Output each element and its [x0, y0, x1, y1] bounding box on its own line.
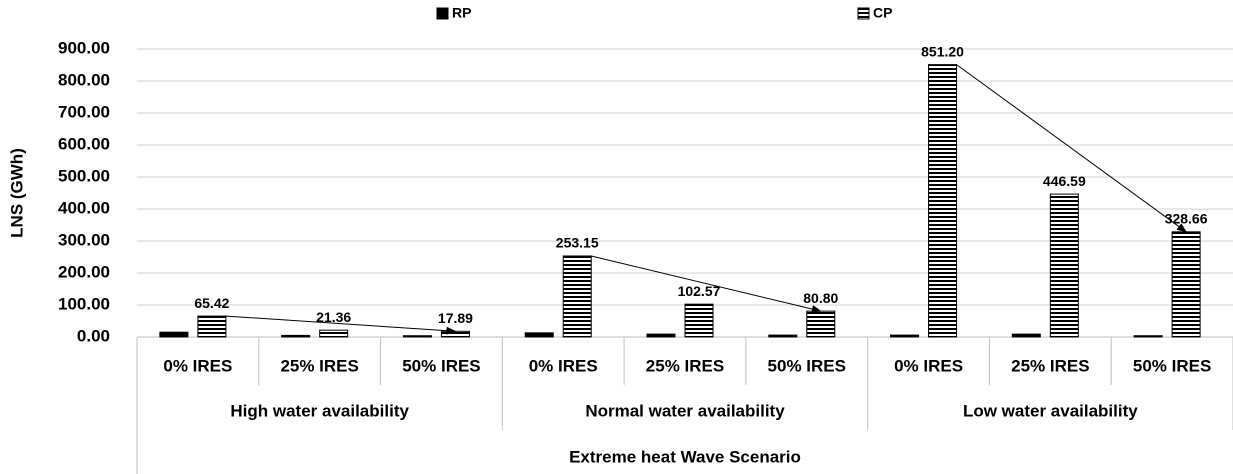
bar: [159, 331, 189, 338]
bar: [1171, 231, 1201, 338]
y-tick-label: 300.00: [58, 230, 110, 249]
y-tick-label: 0.00: [77, 326, 110, 345]
data-label: 21.36: [316, 309, 351, 325]
bar: [1133, 335, 1163, 338]
bar: [440, 330, 470, 338]
x-tick-label: 25% IRES: [646, 356, 724, 375]
x-tick-label: 50% IRES: [1133, 356, 1211, 375]
y-tick-label: 400.00: [58, 198, 110, 217]
x-axis-label: Extreme heat Wave Scenario: [569, 447, 801, 466]
bar: [646, 333, 676, 338]
bar: [890, 334, 920, 338]
bar: [319, 329, 349, 338]
y-tick-label: 700.00: [58, 102, 110, 121]
bar: [281, 334, 311, 338]
y-axis-label: LNS (GWh): [7, 148, 26, 238]
group-label: High water availability: [230, 401, 409, 420]
y-tick-label: 200.00: [58, 262, 110, 281]
trend-arrow: [956, 64, 1187, 233]
data-label: 253.15: [556, 235, 599, 251]
trend-arrow: [591, 255, 822, 313]
data-label: 17.89: [438, 310, 473, 326]
y-tick-label: 500.00: [58, 166, 110, 185]
trend-arrow: [225, 315, 457, 335]
bar: [402, 335, 432, 338]
bar: [562, 255, 592, 338]
y-tick-label: 800.00: [58, 70, 110, 89]
data-label: 328.66: [1165, 211, 1208, 227]
bar: [1049, 193, 1079, 338]
bar: [1011, 333, 1041, 338]
x-tick-label: 50% IRES: [768, 356, 846, 375]
x-tick-label: 0% IRES: [529, 356, 598, 375]
y-tick-label: 100.00: [58, 294, 110, 313]
data-label: 446.59: [1043, 173, 1086, 189]
group-label: Normal water availability: [585, 401, 785, 420]
x-tick-label: 25% IRES: [280, 356, 358, 375]
y-tick-label: 600.00: [58, 134, 110, 153]
x-tick-label: 0% IRES: [894, 356, 963, 375]
data-label: 65.42: [194, 295, 229, 311]
legend-swatch: [436, 7, 449, 20]
legend-swatch: [857, 7, 870, 20]
group-label: Low water availability: [963, 401, 1138, 420]
x-tick-label: 25% IRES: [1011, 356, 1089, 375]
x-tick-label: 0% IRES: [163, 356, 232, 375]
bar: [524, 332, 554, 338]
bar: [928, 64, 958, 338]
bar: [768, 334, 798, 338]
y-tick-label: 900.00: [58, 38, 110, 57]
legend-label: CP: [873, 5, 892, 21]
bar: [684, 303, 714, 338]
x-tick-label: 50% IRES: [402, 356, 480, 375]
data-label: 102.57: [678, 283, 721, 299]
legend-label: RP: [452, 5, 471, 21]
data-label: 851.20: [921, 43, 964, 59]
bar: [806, 310, 836, 338]
data-label: 80.80: [803, 290, 838, 306]
bar: [197, 315, 227, 338]
